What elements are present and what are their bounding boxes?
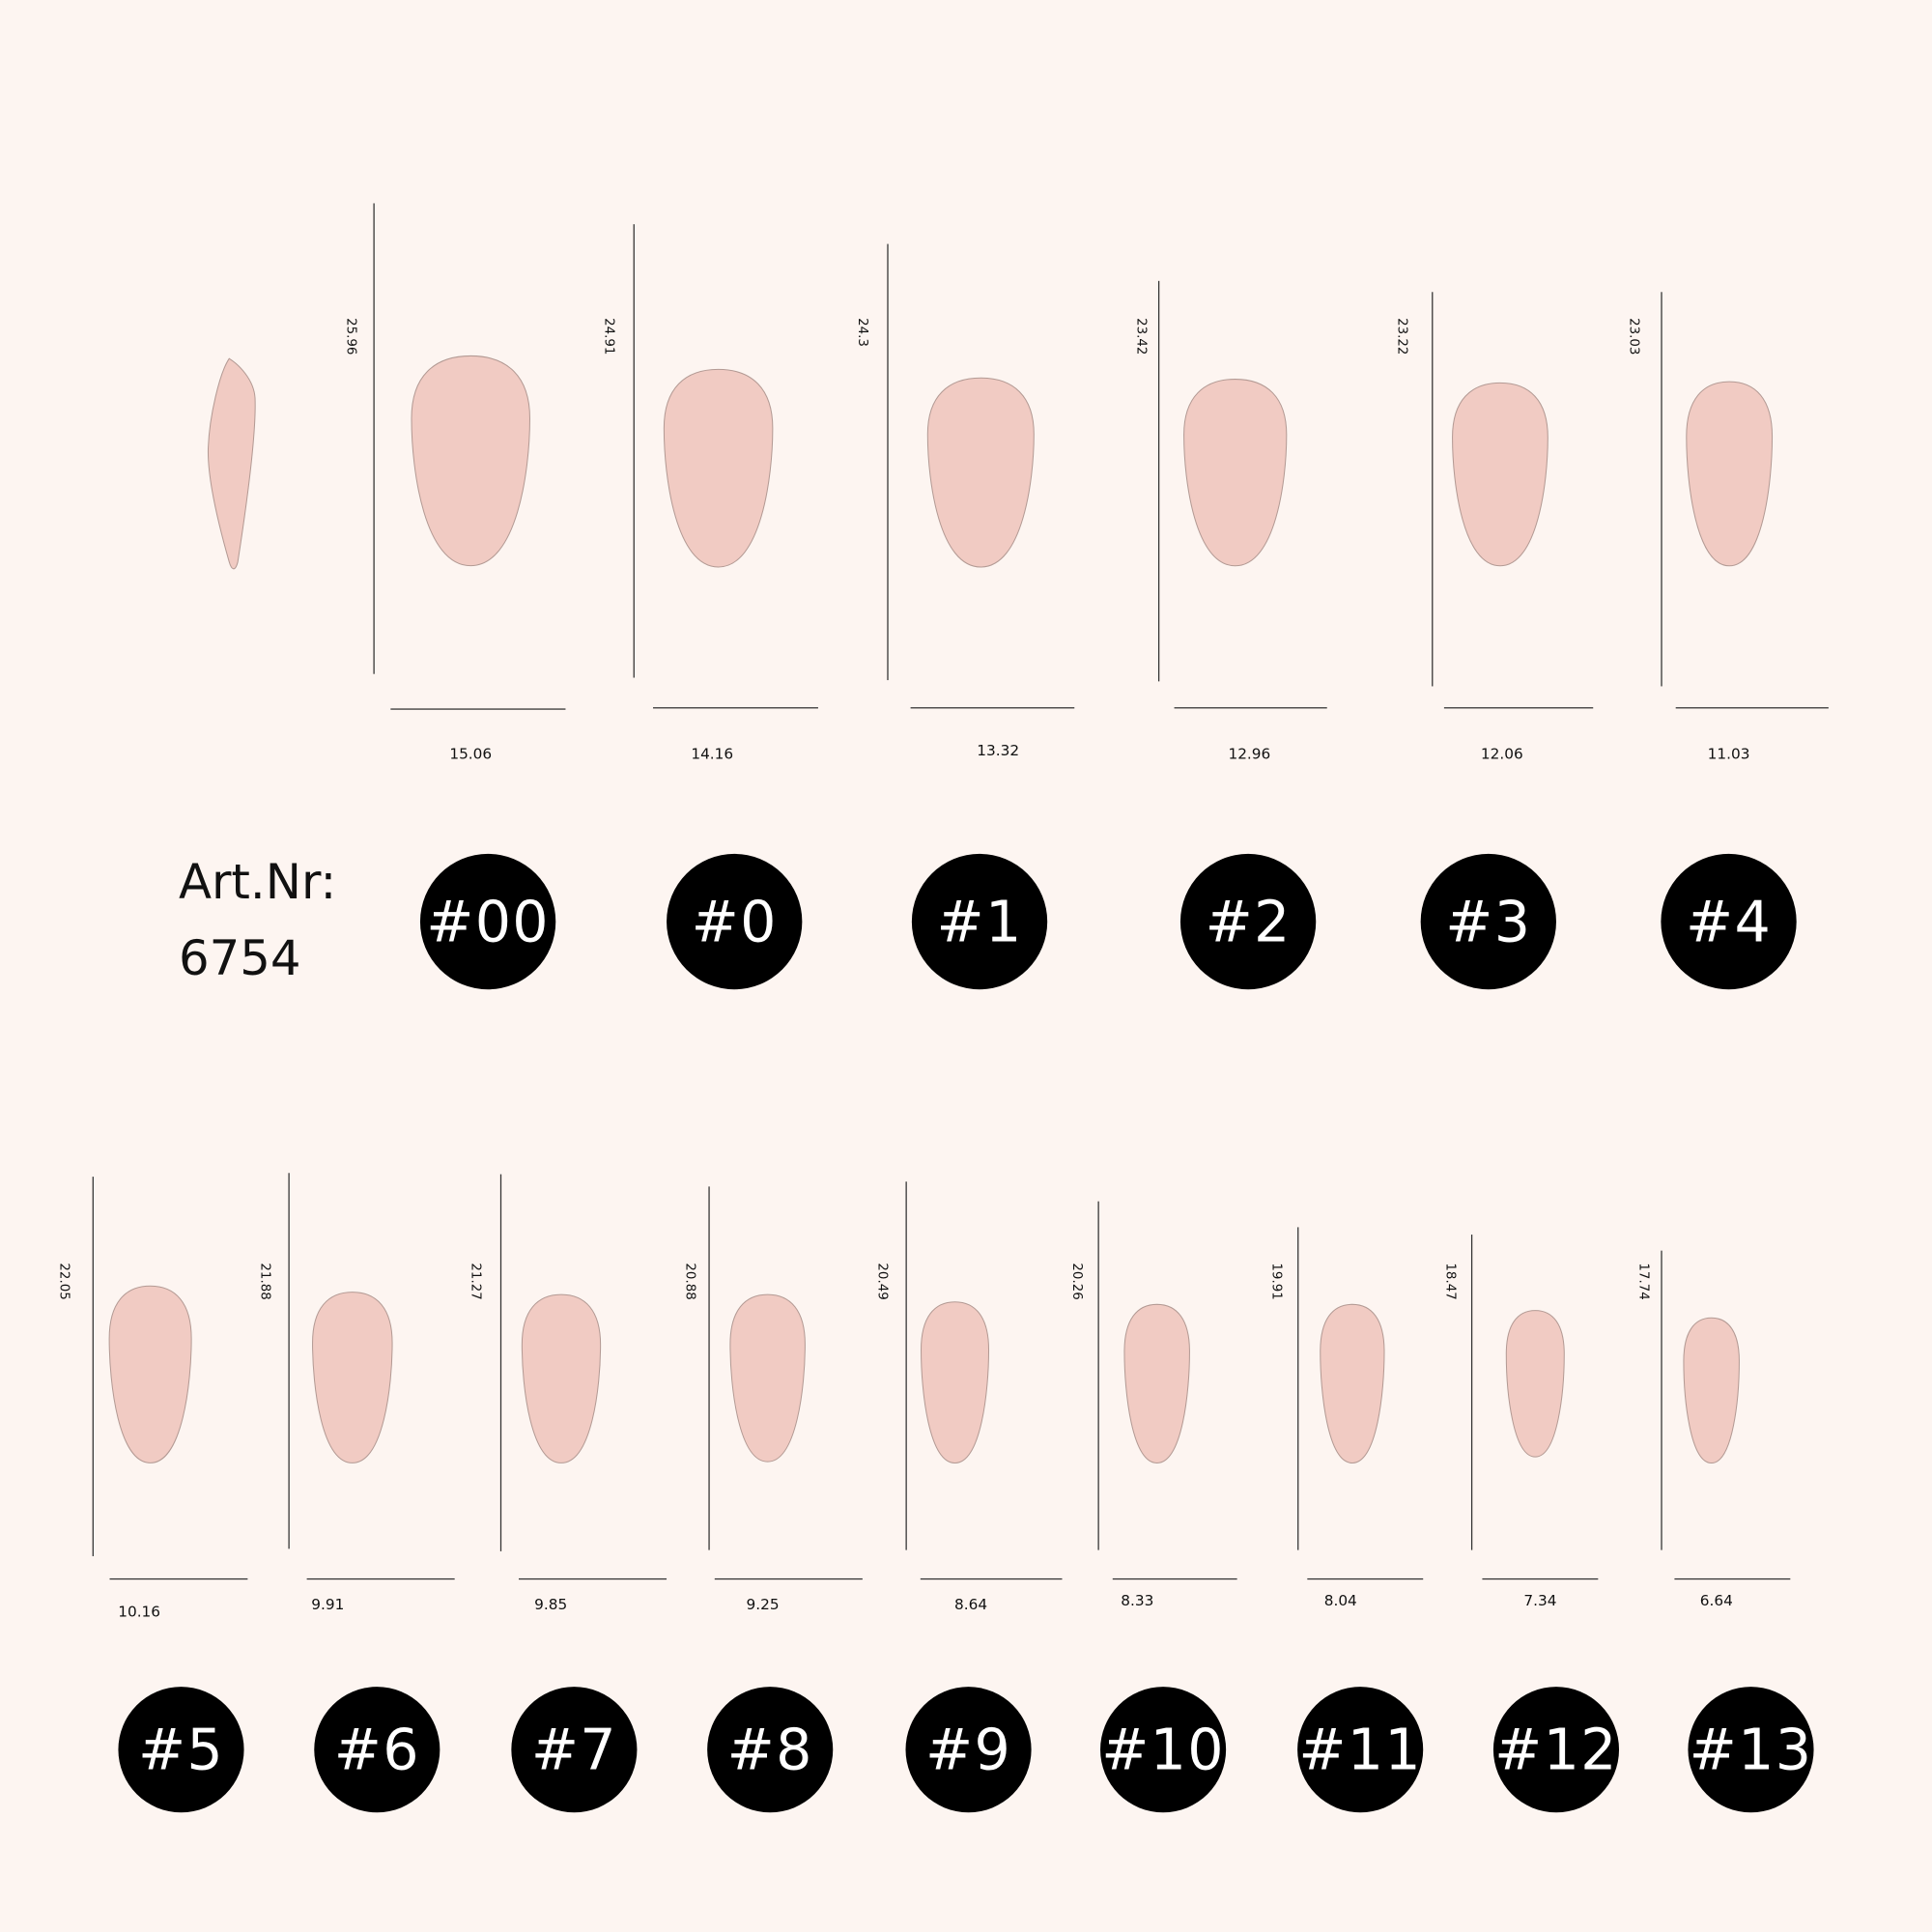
width-label: 15.06 bbox=[449, 745, 493, 763]
width-dimension-line bbox=[1307, 1577, 1424, 1580]
length-label: 20.26 bbox=[1069, 1263, 1085, 1300]
width-dimension-line bbox=[518, 1577, 668, 1580]
length-dimension-line bbox=[1661, 1250, 1662, 1550]
width-label: 11.03 bbox=[1707, 745, 1750, 763]
length-label: 25.96 bbox=[343, 318, 359, 355]
nail-tip-shape bbox=[1683, 1318, 1740, 1464]
nail-tip-shape bbox=[729, 1293, 806, 1463]
length-dimension-line bbox=[1097, 1201, 1099, 1550]
nail-tip-shape bbox=[1506, 1310, 1565, 1458]
nail-tip-shape bbox=[663, 368, 774, 568]
width-label: 7.34 bbox=[1523, 1591, 1557, 1609]
nail-tip-shape bbox=[522, 1293, 602, 1463]
length-label: 24.91 bbox=[601, 318, 616, 355]
length-label: 21.27 bbox=[468, 1263, 483, 1300]
width-label: 9.91 bbox=[311, 1595, 345, 1613]
length-label: 24.3 bbox=[855, 318, 870, 347]
width-dimension-line bbox=[109, 1577, 248, 1580]
length-dimension-line bbox=[1661, 292, 1662, 687]
length-label: 23.03 bbox=[1626, 318, 1641, 355]
size-number-badge: #10 bbox=[1100, 1687, 1227, 1813]
nail-tip-shape bbox=[1182, 379, 1287, 567]
width-dimension-line bbox=[1675, 707, 1829, 709]
length-label: 22.05 bbox=[56, 1263, 71, 1300]
width-dimension-line bbox=[1112, 1577, 1237, 1580]
size-number-badge: #11 bbox=[1297, 1687, 1424, 1813]
size-number-badge: #12 bbox=[1492, 1687, 1620, 1813]
size-number-badge: #00 bbox=[419, 853, 556, 990]
width-label: 9.25 bbox=[746, 1595, 780, 1613]
width-dimension-line bbox=[653, 707, 818, 709]
size-number-badge: #1 bbox=[911, 853, 1048, 990]
size-number-badge: #7 bbox=[511, 1687, 638, 1813]
width-dimension-line bbox=[1174, 707, 1327, 709]
length-label: 18.47 bbox=[1442, 1263, 1458, 1300]
length-label: 20.49 bbox=[874, 1263, 890, 1300]
width-label: 8.04 bbox=[1323, 1591, 1357, 1609]
nail-tip-shape bbox=[1123, 1303, 1190, 1463]
width-dimension-line bbox=[714, 1577, 863, 1580]
length-dimension-line bbox=[905, 1181, 907, 1550]
article-number: 6754 bbox=[178, 931, 301, 987]
length-label: 20.88 bbox=[682, 1263, 697, 1300]
width-label: 10.16 bbox=[118, 1603, 161, 1621]
length-dimension-line bbox=[1297, 1227, 1299, 1550]
length-dimension-line bbox=[1432, 292, 1434, 687]
nail-tip-shape bbox=[1320, 1303, 1385, 1463]
size-number-badge: #0 bbox=[667, 853, 803, 990]
width-label: 12.06 bbox=[1480, 745, 1523, 763]
width-label: 13.32 bbox=[977, 741, 1020, 759]
width-label: 8.33 bbox=[1121, 1591, 1154, 1609]
length-dimension-line bbox=[1157, 280, 1160, 682]
length-dimension-line bbox=[708, 1186, 710, 1550]
length-dimension-line bbox=[373, 203, 375, 674]
length-label: 17.74 bbox=[1635, 1263, 1652, 1300]
width-dimension-line bbox=[910, 707, 1075, 709]
width-dimension-line bbox=[1674, 1577, 1791, 1580]
length-dimension-line bbox=[92, 1177, 94, 1556]
size-number-badge: #2 bbox=[1179, 853, 1317, 990]
length-dimension-line bbox=[1470, 1235, 1473, 1550]
length-label: 23.42 bbox=[1133, 318, 1149, 355]
length-label: 19.91 bbox=[1268, 1263, 1285, 1300]
side-profile-nail bbox=[208, 357, 256, 570]
size-number-badge: #4 bbox=[1661, 853, 1797, 990]
nail-tip-shape bbox=[1686, 381, 1774, 567]
nail-tip-shape bbox=[411, 355, 531, 566]
size-number-badge: #5 bbox=[118, 1687, 244, 1813]
width-dimension-line bbox=[306, 1577, 455, 1580]
size-number-badge: #8 bbox=[707, 1687, 834, 1813]
width-dimension-line bbox=[1482, 1577, 1599, 1580]
size-number-badge: #13 bbox=[1688, 1687, 1814, 1813]
width-label: 9.85 bbox=[534, 1595, 568, 1613]
nail-tip-shape bbox=[312, 1292, 393, 1464]
length-dimension-line bbox=[288, 1173, 290, 1549]
length-label: 21.88 bbox=[257, 1263, 272, 1300]
length-label: 23.22 bbox=[1394, 318, 1410, 355]
nail-tip-shape bbox=[108, 1285, 192, 1463]
width-dimension-line bbox=[390, 708, 566, 710]
size-number-badge: #9 bbox=[905, 1687, 1032, 1813]
size-number-badge: #3 bbox=[1420, 853, 1556, 990]
nail-tip-shape bbox=[1452, 382, 1549, 566]
width-label: 8.64 bbox=[954, 1595, 988, 1613]
width-label: 6.64 bbox=[1699, 1591, 1733, 1609]
length-dimension-line bbox=[633, 224, 635, 678]
width-label: 12.96 bbox=[1228, 745, 1271, 763]
length-dimension-line bbox=[499, 1174, 502, 1551]
article-label: Art.Nr: bbox=[178, 855, 337, 911]
nail-tip-shape bbox=[921, 1301, 989, 1463]
width-dimension-line bbox=[920, 1577, 1063, 1580]
width-label: 14.16 bbox=[691, 745, 734, 763]
length-dimension-line bbox=[887, 243, 889, 681]
size-number-badge: #6 bbox=[314, 1687, 440, 1813]
width-dimension-line bbox=[1443, 707, 1594, 709]
nail-tip-shape bbox=[926, 377, 1035, 568]
